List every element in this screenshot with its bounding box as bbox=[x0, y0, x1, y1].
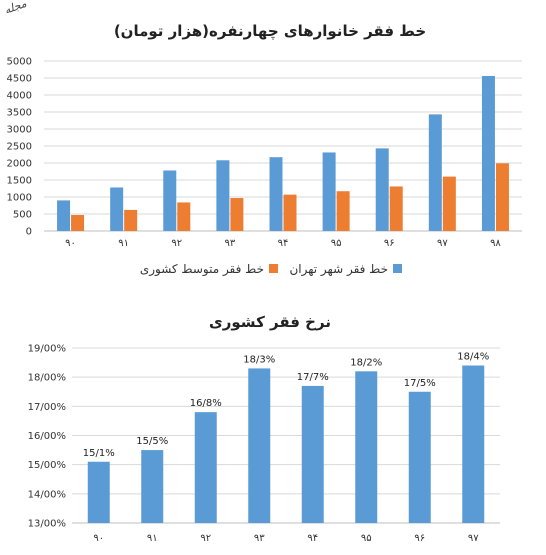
chart2-bars bbox=[87, 365, 485, 523]
x-tick-label: ۹۷ bbox=[468, 533, 479, 544]
y-tick-label: 19/00% bbox=[28, 344, 66, 355]
legend-label-tehran: خط فقر شهر تهران bbox=[289, 262, 388, 277]
chart1-y-axis: 0 500 1000 1500 2000 2500 3000 3500 4000 4500 5000 bbox=[7, 57, 32, 238]
bar-poverty-rate bbox=[248, 368, 271, 523]
data-label: 16/8% bbox=[190, 398, 222, 409]
poverty-rate-chart: نرخ فقر کشوری 13/00% 14/00% 15/00% 16/00% 17… bbox=[28, 313, 500, 544]
x-tick-label: ۹۴ bbox=[307, 533, 318, 544]
chart2-x-axis: ۹۰ ۹۱ ۹۲ ۹۳ ۹۴ ۹۵ ۹۶ ۹۷ bbox=[93, 533, 479, 544]
poverty-line-chart: خط فقر خانوارهای چهارنفره(هزار تومان) 0 5… bbox=[7, 22, 522, 277]
bar-poverty-rate bbox=[141, 450, 164, 523]
y-tick-label: 14/00% bbox=[28, 489, 66, 500]
bar-national bbox=[495, 163, 509, 231]
y-tick-label: 17/00% bbox=[28, 402, 66, 413]
x-tick-label: ۹۴ bbox=[278, 238, 289, 249]
y-tick-label: 18/00% bbox=[28, 373, 66, 384]
bar-poverty-rate bbox=[355, 371, 378, 523]
chart1-bars bbox=[57, 75, 509, 232]
y-tick-label: 13/00% bbox=[28, 519, 66, 530]
x-tick-label: ۹۳ bbox=[225, 238, 236, 249]
bar-poverty-rate bbox=[87, 461, 110, 523]
x-tick-label: ۹۶ bbox=[384, 238, 395, 249]
x-tick-label: ۹۷ bbox=[437, 238, 448, 249]
chart1-x-axis: ۹۰ ۹۱ ۹۲ ۹۳ ۹۴ ۹۵ ۹۶ ۹۷ ۹۸ bbox=[65, 238, 501, 249]
data-label: 15/1% bbox=[83, 448, 115, 459]
x-tick-label: ۹۱ bbox=[118, 238, 129, 249]
data-label: 18/3% bbox=[243, 354, 275, 365]
bar-national bbox=[124, 209, 138, 231]
x-tick-label: ۹۳ bbox=[254, 533, 265, 544]
bar-tehran bbox=[57, 200, 71, 231]
chart2-title: نرخ فقر کشوری bbox=[209, 313, 331, 331]
legend-swatch-tehran bbox=[393, 264, 402, 273]
bar-tehran bbox=[110, 187, 124, 231]
y-tick-label: 1500 bbox=[7, 176, 32, 187]
chart2-data-labels: 15/1% 15/5% 16/8% 18/3% 17/7% 18/2% 17/5% 18/4% bbox=[83, 352, 489, 459]
bar-national bbox=[336, 191, 350, 231]
y-tick-label: 4000 bbox=[7, 91, 32, 102]
corner-mark: مجله bbox=[3, 0, 29, 17]
data-label: 17/5% bbox=[404, 378, 436, 389]
bar-poverty-rate bbox=[462, 365, 485, 523]
y-tick-label: 5000 bbox=[7, 57, 32, 68]
legend-swatch-national bbox=[269, 264, 278, 273]
y-tick-label: 500 bbox=[13, 210, 32, 221]
x-tick-label: ۹۰ bbox=[93, 533, 104, 544]
y-tick-label: 2500 bbox=[7, 142, 32, 153]
y-tick-label: 4500 bbox=[7, 74, 32, 85]
chart1-gridlines bbox=[44, 60, 522, 232]
x-tick-label: ۹۵ bbox=[331, 238, 342, 249]
legend-label-national: خط فقر متوسط کشوری bbox=[140, 262, 264, 277]
y-tick-label: 2000 bbox=[7, 159, 32, 170]
y-tick-label: 3000 bbox=[7, 125, 32, 136]
bar-poverty-rate bbox=[194, 412, 217, 523]
bar-tehran bbox=[322, 152, 336, 231]
bar-tehran bbox=[428, 114, 442, 231]
x-tick-label: ۹۲ bbox=[200, 533, 211, 544]
x-tick-label: ۹۸ bbox=[490, 238, 501, 249]
bar-national bbox=[389, 186, 403, 231]
x-tick-label: ۹۵ bbox=[361, 533, 372, 544]
bar-national bbox=[283, 194, 297, 231]
bar-tehran bbox=[216, 160, 230, 231]
bar-tehran bbox=[481, 75, 495, 232]
x-tick-label: ۹۶ bbox=[414, 533, 425, 544]
chart1-legend: خط فقر شهر تهران خط فقر متوسط کشوری bbox=[140, 262, 402, 277]
y-tick-label: 1000 bbox=[7, 193, 32, 204]
bar-poverty-rate bbox=[301, 385, 324, 523]
y-tick-label: 3500 bbox=[7, 108, 32, 119]
bar-national bbox=[71, 215, 85, 231]
x-tick-label: ۹۱ bbox=[147, 533, 158, 544]
bar-poverty-rate bbox=[408, 391, 431, 523]
x-tick-label: ۹۲ bbox=[171, 238, 182, 249]
y-tick-label: 15/00% bbox=[28, 460, 66, 471]
data-label: 15/5% bbox=[136, 436, 168, 447]
y-tick-label: 16/00% bbox=[28, 431, 66, 442]
chart2-y-axis: 13/00% 14/00% 15/00% 16/00% 17/00% 18/00% 19/0… bbox=[28, 344, 66, 530]
chart1-title: خط فقر خانوارهای چهارنفره(هزار تومان) bbox=[114, 22, 426, 41]
bar-tehran bbox=[375, 148, 389, 231]
x-tick-label: ۹۰ bbox=[65, 238, 76, 249]
y-tick-label: 0 bbox=[26, 227, 32, 238]
bar-tehran bbox=[163, 170, 177, 231]
data-label: 18/2% bbox=[350, 357, 382, 368]
data-label: 17/7% bbox=[297, 372, 329, 383]
bar-national bbox=[177, 202, 191, 231]
data-label: 18/4% bbox=[457, 352, 489, 363]
bar-tehran bbox=[269, 157, 283, 231]
bar-national bbox=[230, 198, 244, 231]
bar-national bbox=[442, 176, 456, 231]
